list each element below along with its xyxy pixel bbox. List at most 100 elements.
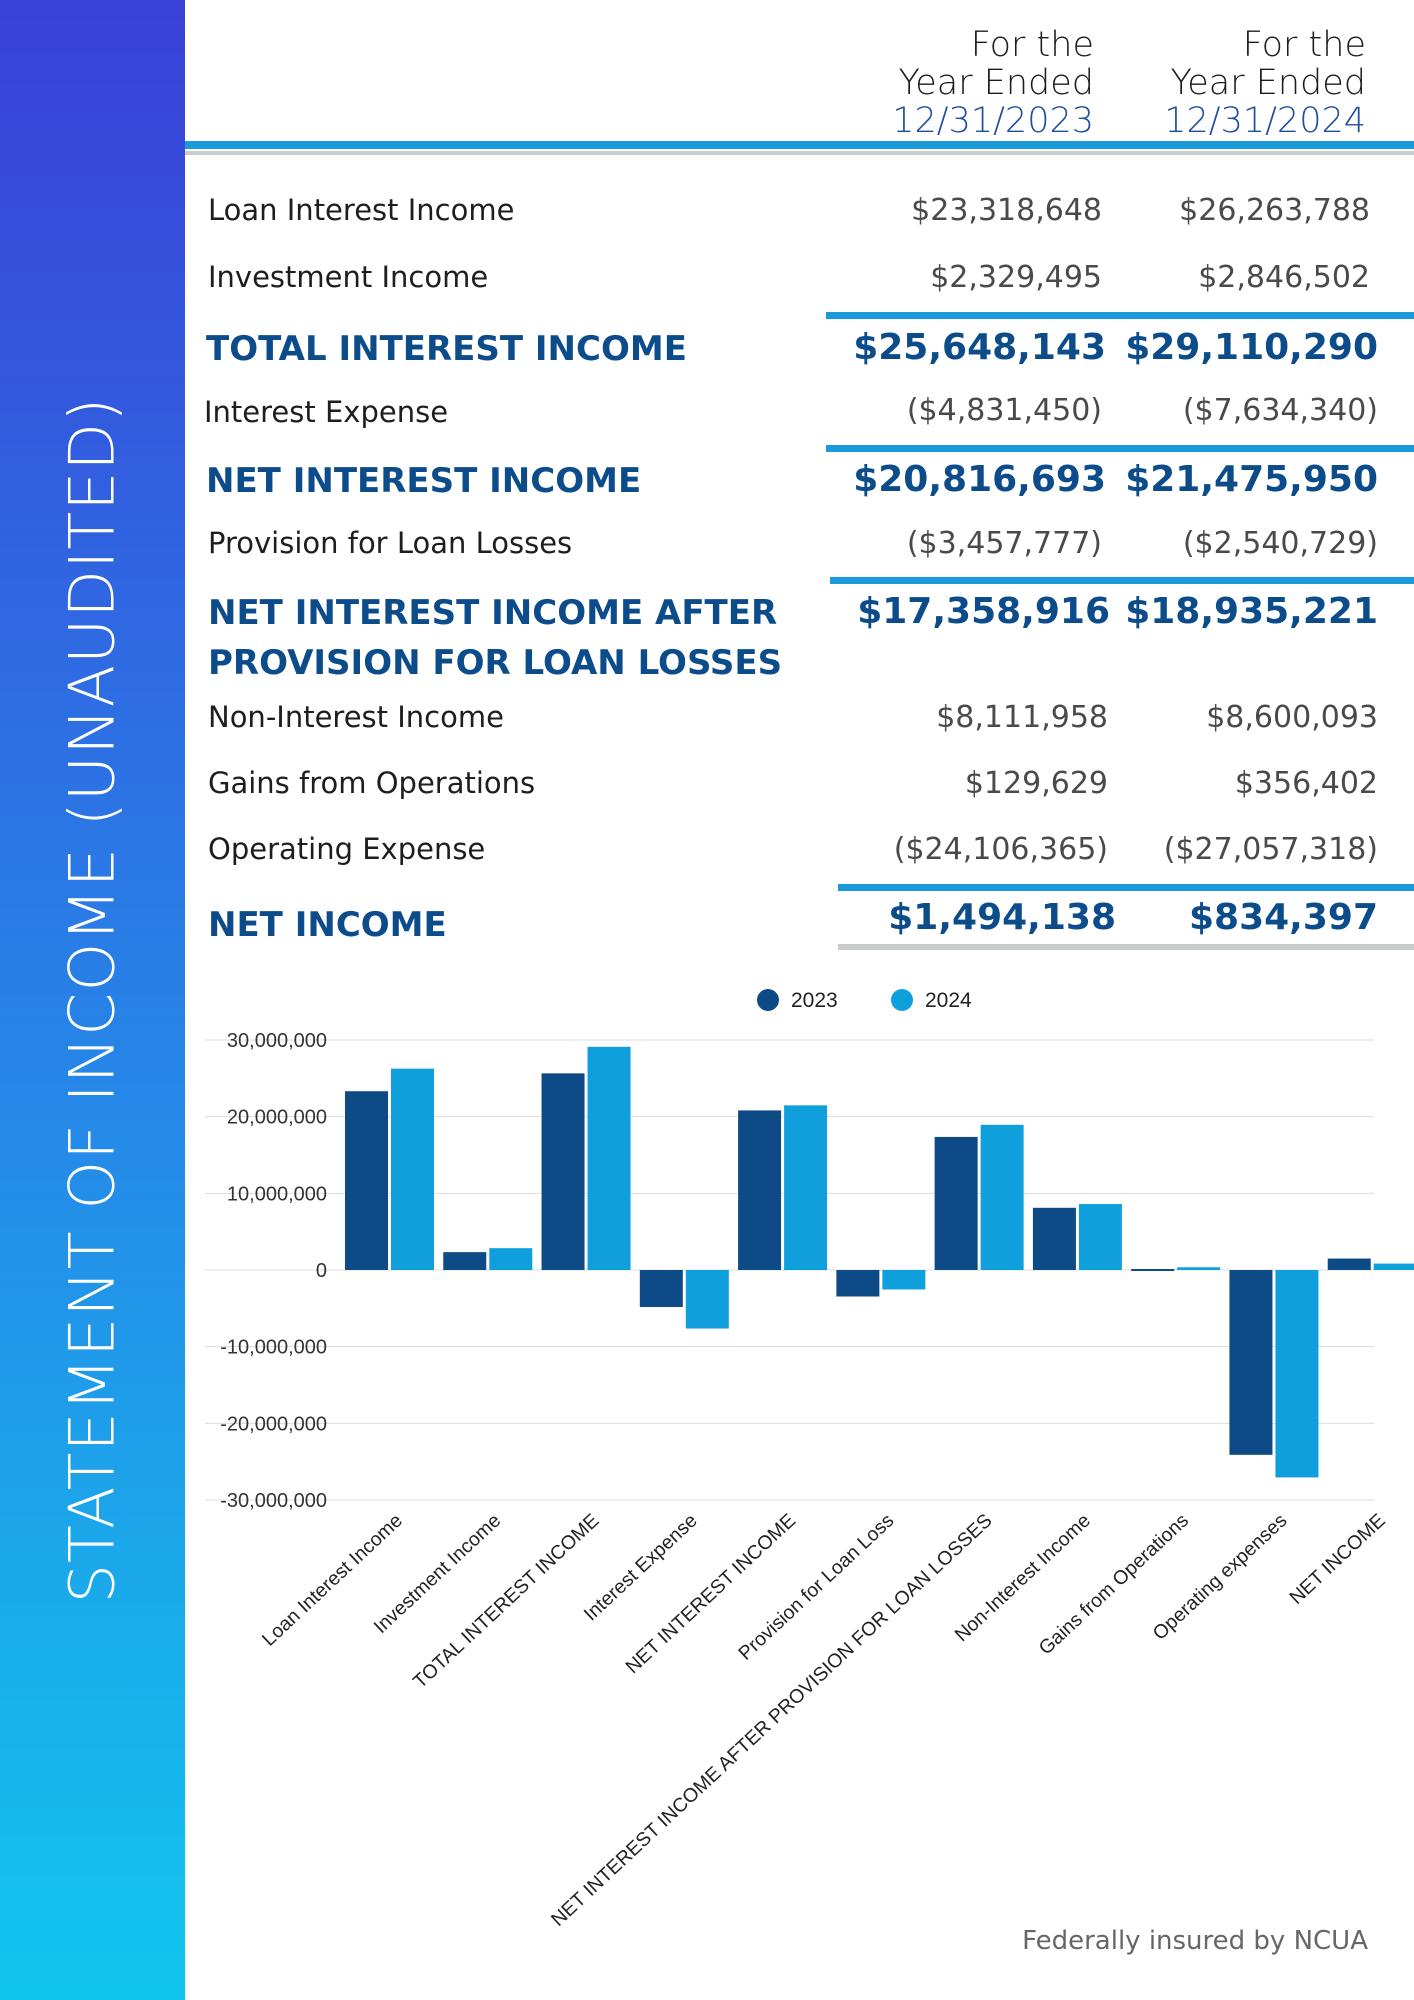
x-tick-label: Investment Income bbox=[370, 1510, 505, 1638]
row-label-net-interest-income: NET INTEREST INCOME bbox=[206, 461, 642, 501]
x-tick-label: Provision for Loan Loss bbox=[734, 1509, 898, 1664]
column-header-date: 12/31/2023 bbox=[892, 101, 1094, 141]
value-2024-operating-expense: ($27,057,318) bbox=[1163, 832, 1378, 867]
row-label-non-interest-income: Non-Interest Income bbox=[208, 700, 504, 734]
x-tick-label: TOTAL INTEREST INCOME bbox=[409, 1510, 603, 1693]
chart-bars bbox=[345, 1046, 1414, 1478]
bar-2023 bbox=[738, 1110, 782, 1270]
subtotal-rule bbox=[826, 445, 1414, 452]
row-label-net-income: NET INCOME bbox=[208, 905, 447, 945]
value-2023-net-income: $1,494,138 bbox=[888, 897, 1116, 938]
bar-2023 bbox=[1032, 1207, 1076, 1270]
bar-2024 bbox=[784, 1105, 828, 1270]
column-header-line1: For the bbox=[970, 25, 1094, 65]
value-2023-net-interest-income-after-provision: $17,358,916 bbox=[857, 591, 1110, 632]
bar-2023 bbox=[345, 1091, 388, 1270]
row-label-interest-expense: Interest Expense bbox=[204, 395, 449, 429]
y-tick-label: -30,000,000 bbox=[220, 1490, 327, 1512]
value-2024-net-interest-income-after-provision: $18,935,221 bbox=[1125, 591, 1378, 632]
y-tick-label: -20,000,000 bbox=[220, 1413, 327, 1435]
legend-label-2023: 2023 bbox=[791, 989, 838, 1012]
row-label-investment-income: Investment Income bbox=[208, 260, 489, 294]
value-2024-gains-from-operations: $356,402 bbox=[1234, 766, 1378, 801]
x-tick-label: Gains from Operations bbox=[1035, 1509, 1194, 1659]
row-label-line2: PROVISION FOR LOAN LOSSES bbox=[208, 643, 783, 683]
value-2023-provision-for-loan-losses: ($3,457,777) bbox=[906, 526, 1102, 561]
bar-2024 bbox=[685, 1270, 729, 1329]
value-2024-loan-interest-income: $26,263,788 bbox=[1179, 193, 1370, 228]
value-2023-interest-expense: ($4,831,450) bbox=[906, 393, 1102, 428]
bar-2024 bbox=[1177, 1267, 1221, 1270]
value-2024-total-interest-income: $29,110,290 bbox=[1125, 327, 1378, 368]
row-label-total-interest-income: TOTAL INTEREST INCOME bbox=[206, 329, 687, 369]
row-label-gains-from-operations: Gains from Operations bbox=[208, 766, 536, 800]
value-2023-gains-from-operations: $129,629 bbox=[964, 766, 1108, 801]
column-header-line2: Year Ended bbox=[898, 63, 1095, 103]
value-2023-total-interest-income: $25,648,143 bbox=[853, 327, 1106, 368]
legend-label-2024: 2024 bbox=[925, 989, 972, 1012]
value-2023-operating-expense: ($24,106,365) bbox=[893, 832, 1108, 867]
value-2023-loan-interest-income: $23,318,648 bbox=[911, 193, 1102, 228]
y-tick-label: 0 bbox=[316, 1260, 327, 1282]
x-tick-label: Interest Expense bbox=[580, 1510, 702, 1626]
column-header-line1: For the bbox=[1242, 25, 1366, 65]
bar-2023 bbox=[1131, 1269, 1175, 1272]
row-label-loan-interest-income: Loan Interest Income bbox=[208, 193, 515, 227]
x-tick-label: NET INCOME bbox=[1285, 1510, 1389, 1609]
value-2024-net-income: $834,397 bbox=[1188, 897, 1378, 938]
x-tick-label: NET INTEREST INCOME AFTER PROVISION FOR … bbox=[547, 1510, 997, 1931]
x-tick-label: Loan Interest Income bbox=[258, 1510, 407, 1651]
value-2024-investment-income: $2,846,502 bbox=[1198, 260, 1370, 295]
row-label-operating-expense: Operating Expense bbox=[208, 832, 486, 866]
footer-ncua-notice: Federally insured by NCUA bbox=[1022, 1926, 1368, 1956]
column-header-line2: Year Ended bbox=[1170, 63, 1367, 103]
x-tick-label: Operating expenses bbox=[1149, 1509, 1292, 1644]
value-2023-investment-income: $2,329,495 bbox=[930, 260, 1102, 295]
value-2023-non-interest-income: $8,111,958 bbox=[936, 700, 1108, 735]
bar-2023 bbox=[1327, 1258, 1371, 1270]
bar-2023 bbox=[443, 1252, 487, 1270]
total-double-rule bbox=[838, 944, 1414, 950]
subtotal-rule bbox=[826, 312, 1414, 319]
bar-2024 bbox=[1078, 1204, 1122, 1270]
column-header-2024: For the Year Ended 12/31/2024 bbox=[1164, 26, 1366, 140]
chart-legend: 2023 2024 bbox=[757, 989, 972, 1012]
x-tick-label: Non-Interest Income bbox=[951, 1510, 1095, 1647]
bar-2024 bbox=[980, 1124, 1024, 1270]
row-label-net-interest-income-after-provision: NET INTEREST INCOME AFTER PROVISION FOR … bbox=[208, 588, 782, 688]
value-2023-net-interest-income: $20,816,693 bbox=[853, 459, 1106, 500]
subtotal-rule bbox=[830, 577, 1414, 584]
chart-gridlines bbox=[205, 1039, 1374, 1501]
value-2024-net-interest-income: $21,475,950 bbox=[1125, 459, 1378, 500]
y-tick-label: 10,000,000 bbox=[227, 1183, 327, 1205]
y-tick-label: 20,000,000 bbox=[227, 1107, 327, 1129]
value-2024-interest-expense: ($7,634,340) bbox=[1182, 393, 1378, 428]
row-label-provision-for-loan-losses: Provision for Loan Losses bbox=[208, 526, 573, 560]
value-2024-non-interest-income: $8,600,093 bbox=[1206, 700, 1378, 735]
bar-2024 bbox=[391, 1068, 434, 1270]
header-rule-secondary bbox=[185, 151, 1414, 155]
legend-marker-2023 bbox=[757, 989, 779, 1011]
bar-2024 bbox=[882, 1270, 926, 1290]
y-tick-label: 30,000,000 bbox=[227, 1030, 327, 1052]
sidebar-title: STATEMENT OF INCOME (UNAUDITED) bbox=[55, 396, 129, 1604]
sidebar: STATEMENT OF INCOME (UNAUDITED) bbox=[0, 0, 185, 2000]
column-header-2023: For the Year Ended 12/31/2023 bbox=[892, 26, 1094, 140]
bar-2024 bbox=[489, 1248, 533, 1270]
row-label-line1: NET INTEREST INCOME AFTER bbox=[208, 593, 778, 633]
column-header-date: 12/31/2024 bbox=[1164, 101, 1366, 141]
x-tick-label: NET INTEREST INCOME bbox=[621, 1510, 800, 1679]
bar-2023 bbox=[639, 1270, 683, 1308]
bar-2023 bbox=[836, 1270, 880, 1297]
bar-2023 bbox=[934, 1136, 978, 1270]
legend-marker-2024 bbox=[891, 989, 913, 1011]
value-2024-provision-for-loan-losses: ($2,540,729) bbox=[1182, 526, 1378, 561]
bar-2024 bbox=[587, 1046, 631, 1270]
bar-2024 bbox=[1373, 1263, 1414, 1270]
y-tick-label: -10,000,000 bbox=[220, 1337, 327, 1359]
bar-2023 bbox=[541, 1073, 585, 1270]
bar-2023 bbox=[1229, 1270, 1273, 1455]
subtotal-rule bbox=[838, 884, 1414, 891]
